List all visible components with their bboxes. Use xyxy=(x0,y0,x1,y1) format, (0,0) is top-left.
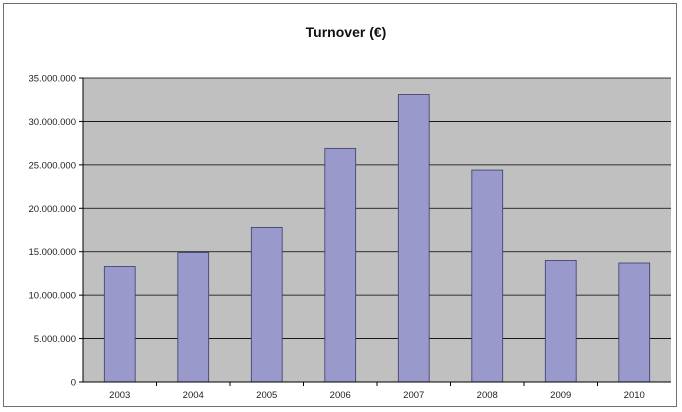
bar-2003 xyxy=(103,266,136,383)
bar-2006 xyxy=(324,147,357,383)
bars xyxy=(103,94,651,383)
bar-2005 xyxy=(250,226,283,383)
y-tick-label: 10.000.000 xyxy=(28,291,76,302)
y-tick-label: 0 xyxy=(71,378,76,389)
x-tick-label: 2008 xyxy=(477,390,498,401)
y-tick-label: 25.000.000 xyxy=(28,160,76,171)
chart-frame: Turnover (€) 0 5.000.000 10.000.000 15.000.… xyxy=(3,3,677,407)
y-tick-label: 5.000.000 xyxy=(34,334,76,345)
x-tick-label: 2009 xyxy=(550,390,571,401)
y-tick-label: 20.000.000 xyxy=(28,204,76,215)
y-tick-labels: 0 5.000.000 10.000.000 15.000.000 20.000.000… xyxy=(28,74,76,389)
x-tick-labels: 2003 2004 2005 2006 2007 2008 2009 2010 xyxy=(109,382,645,401)
chart-title: Turnover (€) xyxy=(306,24,387,40)
x-tick-label: 2003 xyxy=(109,390,130,401)
bar-2009 xyxy=(544,259,577,383)
bar-2007 xyxy=(397,94,430,383)
bar-2010 xyxy=(618,262,651,383)
x-tick-label: 2006 xyxy=(330,390,351,401)
x-tick-label: 2005 xyxy=(256,390,277,401)
bar-chart: Turnover (€) 0 5.000.000 10.000.000 15.000.… xyxy=(28,24,671,401)
bar-2008 xyxy=(471,169,504,383)
x-tick-label: 2007 xyxy=(403,390,424,401)
y-tick-label: 15.000.000 xyxy=(28,247,76,258)
x-tick-label: 2010 xyxy=(624,390,645,401)
y-tick-label: 35.000.000 xyxy=(28,74,76,85)
plot-area xyxy=(83,78,671,382)
x-tick-label: 2004 xyxy=(183,390,204,401)
bar-2004 xyxy=(177,252,210,383)
y-tick-label: 30.000.000 xyxy=(28,117,76,128)
